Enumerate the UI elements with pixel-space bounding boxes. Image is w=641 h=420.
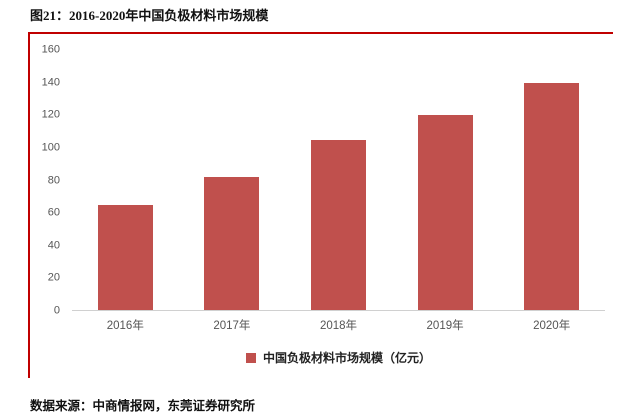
bar-chart-plot-area (72, 50, 605, 311)
bar-column (392, 50, 499, 311)
bar (524, 82, 580, 311)
accent-left-divider (28, 32, 30, 378)
y-axis-tick-label: 40 (47, 239, 60, 252)
y-axis-tick-label: 160 (41, 43, 60, 56)
y-axis-tick-label: 140 (41, 76, 60, 89)
y-axis-tick-label: 100 (41, 141, 60, 154)
y-axis: 0 20 40 60 80 100 120 140 160 (30, 44, 60, 316)
bar-column (179, 50, 286, 311)
bar (204, 177, 260, 311)
y-axis-tick-label: 80 (47, 174, 60, 186)
bars-container (72, 50, 605, 311)
y-axis-tick-label: 60 (47, 206, 60, 219)
x-axis-baseline (72, 310, 605, 311)
x-axis-label: 2018年 (319, 320, 358, 332)
bar (310, 139, 366, 311)
legend-label: 中国负极材料市场规模（亿元） (262, 351, 431, 365)
x-axis-label: 2016年 (106, 320, 144, 332)
legend-swatch-icon (245, 352, 256, 363)
figure-title: 图21：2016-2020年中国负极材料市场规模 (30, 8, 269, 23)
y-axis-tick-label: 120 (41, 108, 60, 121)
accent-top-divider (28, 32, 613, 34)
y-axis-tick-label: 0 (53, 304, 60, 317)
bar-column (72, 50, 179, 311)
bar-column (285, 50, 392, 311)
data-source-note: 数据来源：中商情报网，东莞证券研究所 (30, 399, 256, 413)
bar-column (498, 50, 605, 311)
x-axis-labels: 2016年 2017年 2018年 2019年 2020年 (72, 317, 605, 333)
bar (97, 204, 153, 311)
bar (417, 115, 473, 311)
x-axis-label: 2017年 (213, 320, 251, 332)
x-axis-label: 2019年 (426, 320, 464, 332)
chart-legend: 中国负极材料市场规模（亿元） (72, 349, 605, 366)
x-axis-label: 2020年 (533, 320, 571, 332)
y-axis-tick-label: 20 (47, 271, 60, 284)
